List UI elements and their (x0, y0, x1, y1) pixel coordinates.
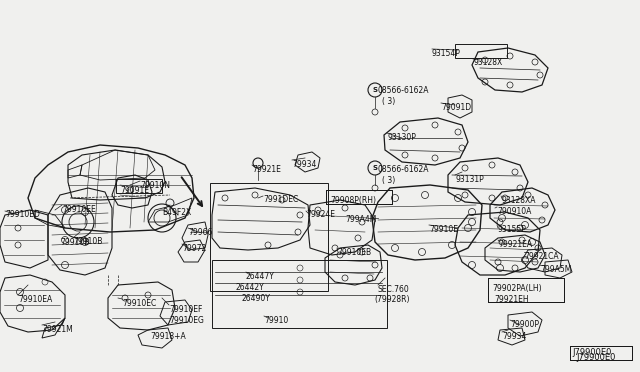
Bar (570, 346, 632, 360)
Text: 7991DEC: 7991DEC (263, 195, 298, 204)
Text: 79934: 79934 (292, 160, 316, 169)
Text: 79910B: 79910B (60, 238, 90, 247)
Text: J79900E0: J79900E0 (576, 353, 616, 362)
Text: 79910N: 79910N (140, 181, 170, 190)
Text: 79910EG: 79910EG (169, 316, 204, 325)
Bar (116, 179, 162, 193)
Text: 79921CA: 79921CA (524, 252, 559, 261)
Text: 93130P: 93130P (387, 133, 416, 142)
Text: 79091D: 79091D (441, 103, 471, 112)
Text: S: S (372, 87, 378, 93)
Text: 93131P: 93131P (455, 175, 484, 184)
Text: 799A5M: 799A5M (540, 265, 572, 274)
Text: 79908P(RH): 79908P(RH) (330, 196, 376, 205)
Text: 79910EA: 79910EA (18, 295, 52, 304)
Text: (79928R): (79928R) (374, 295, 410, 304)
Text: 79921M: 79921M (42, 325, 73, 334)
Text: 79910EB: 79910EB (337, 248, 371, 257)
Text: ( 3): ( 3) (382, 97, 396, 106)
Text: 79900P: 79900P (510, 320, 539, 329)
Bar (488, 278, 564, 302)
Text: J79900E0: J79900E0 (572, 348, 611, 357)
Text: 79924E: 79924E (306, 210, 335, 219)
Bar (212, 260, 387, 328)
Text: S: S (372, 165, 378, 171)
Text: 79921E: 79921E (252, 165, 281, 174)
Text: 79910B: 79910B (73, 237, 102, 246)
Text: 93128XA: 93128XA (501, 196, 536, 205)
Bar (455, 44, 507, 58)
Text: 79910EF: 79910EF (169, 305, 202, 314)
Text: ( 3): ( 3) (382, 176, 396, 185)
Text: 93128X: 93128X (473, 58, 502, 67)
Text: 26447Y: 26447Y (246, 272, 275, 281)
Text: 79966: 79966 (188, 228, 212, 237)
Text: 79910ED: 79910ED (5, 210, 40, 219)
Text: 08566-6162A: 08566-6162A (377, 86, 429, 95)
Bar (326, 190, 392, 204)
Text: 79910EC: 79910EC (122, 299, 156, 308)
Bar (570, 346, 632, 360)
Text: 79910EE: 79910EE (62, 205, 96, 214)
Text: SEC.760: SEC.760 (378, 285, 410, 294)
Text: 799A4M: 799A4M (345, 215, 376, 224)
Text: 26442Y: 26442Y (236, 283, 265, 292)
Bar (488, 278, 564, 302)
Text: 79910E: 79910E (429, 225, 458, 234)
Bar (210, 183, 328, 291)
Text: 79918+A: 79918+A (150, 332, 186, 341)
Text: 79091E: 79091E (120, 186, 149, 195)
Text: B49F2X: B49F2X (162, 208, 191, 217)
Text: 79902PA(LH): 79902PA(LH) (492, 284, 541, 293)
Text: 790910A: 790910A (497, 207, 531, 216)
Text: 08566-6162A: 08566-6162A (377, 165, 429, 174)
Text: 79934: 79934 (502, 332, 526, 341)
Text: 93155P: 93155P (497, 225, 526, 234)
Text: 79910: 79910 (264, 316, 288, 325)
Text: 79921EA: 79921EA (498, 240, 532, 249)
Text: 79921EH: 79921EH (494, 295, 529, 304)
Text: 93154P: 93154P (432, 49, 461, 58)
Bar (326, 190, 392, 204)
Text: 79972: 79972 (182, 244, 206, 253)
Text: 26490Y: 26490Y (242, 294, 271, 303)
